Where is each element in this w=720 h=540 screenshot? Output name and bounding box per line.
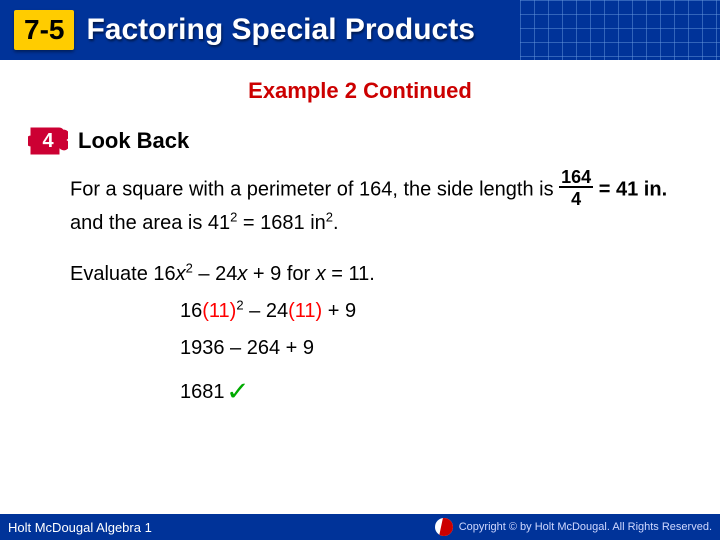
header-grid-decoration bbox=[520, 0, 720, 60]
example-title: Example 2 Continued bbox=[0, 78, 720, 104]
work-line-3: 1681✓ bbox=[180, 374, 720, 405]
eval-var1: x bbox=[176, 263, 186, 285]
work-line-1: 16(11)2 – 24(11) + 9 bbox=[180, 300, 720, 323]
w1b: (11) bbox=[202, 300, 236, 322]
eval-b: – 24 bbox=[193, 263, 237, 285]
footer-book-title: Holt McDougal Algebra 1 bbox=[8, 520, 152, 535]
eval-var2: x bbox=[237, 263, 247, 285]
eval-exp: 2 bbox=[186, 260, 193, 275]
publisher-logo-icon bbox=[435, 518, 453, 536]
eval-var3: x bbox=[316, 263, 326, 285]
w1d: (11) bbox=[288, 300, 322, 322]
period: . bbox=[333, 212, 339, 234]
problem-intro-a: For a square with a perimeter of 164, th… bbox=[70, 178, 554, 200]
fraction: 164 4 bbox=[559, 168, 593, 208]
slide-header: 7-5 Factoring Special Products bbox=[0, 0, 720, 60]
work-line-2: 1936 – 264 + 9 bbox=[180, 337, 720, 360]
footer-copyright-row: Copyright © by Holt McDougal. All Rights… bbox=[435, 518, 712, 536]
exponent-2: 2 bbox=[326, 209, 333, 224]
slide-footer: Holt McDougal Algebra 1 Copyright © by H… bbox=[0, 514, 720, 540]
eval-d: = 11. bbox=[326, 263, 375, 285]
checkmark-icon: ✓ bbox=[225, 376, 249, 407]
final-answer: 1681 bbox=[180, 381, 225, 403]
lesson-number-badge: 7-5 bbox=[14, 10, 74, 50]
problem-text: For a square with a perimeter of 164, th… bbox=[70, 170, 690, 237]
problem-intro-b: and the area is 41 bbox=[70, 212, 230, 234]
evaluate-prompt: Evaluate 16x2 – 24x + 9 for x = 11. bbox=[70, 263, 720, 286]
w1c: – 24 bbox=[244, 300, 288, 322]
step-row: 4 Look Back bbox=[28, 122, 720, 160]
w1-exp: 2 bbox=[236, 297, 243, 312]
step-label: Look Back bbox=[78, 128, 189, 154]
step-number: 4 bbox=[42, 130, 53, 153]
footer-copyright: Copyright © by Holt McDougal. All Rights… bbox=[459, 521, 712, 533]
eval-a: Evaluate 16 bbox=[70, 263, 176, 285]
fraction-result: = 41 in. bbox=[599, 178, 667, 200]
fraction-denominator: 4 bbox=[559, 188, 593, 208]
w1a: 16 bbox=[180, 300, 202, 322]
w1e: + 9 bbox=[322, 300, 356, 322]
exponent-1: 2 bbox=[230, 209, 237, 224]
fraction-numerator: 164 bbox=[559, 168, 593, 188]
eval-c: + 9 for bbox=[247, 263, 315, 285]
problem-intro-c: = 1681 in bbox=[243, 212, 326, 234]
step-puzzle-badge: 4 bbox=[28, 122, 68, 160]
lesson-title: Factoring Special Products bbox=[86, 13, 474, 47]
